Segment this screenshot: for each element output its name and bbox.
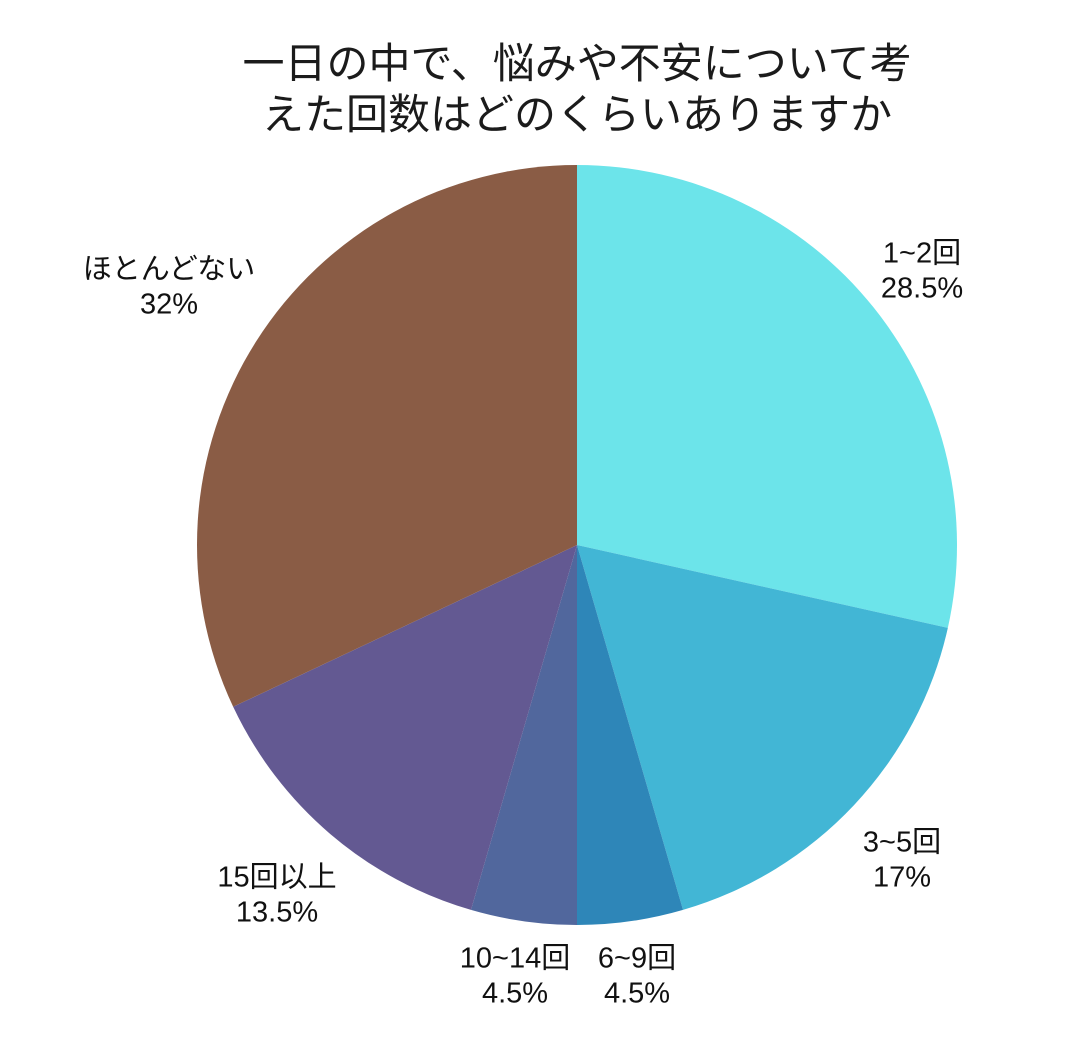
slice-label-6-9: 6~9回 4.5% (598, 942, 676, 1013)
slice-label-15-plus: 15回以上 13.5% (217, 861, 336, 932)
slice-label-text: 6~9回 (597, 942, 677, 975)
slice-label-text: 15回以上 (217, 861, 337, 894)
pie-slice-2 (577, 545, 684, 925)
slice-label-pct: 4.5% (603, 978, 671, 1010)
pie-slice-0 (577, 165, 958, 628)
slice-label-pct: 28.5% (880, 273, 964, 305)
chart-title: 一日の中で、悩みや不安について考 えた回数はどのくらいありますか (127, 38, 1027, 140)
slice-label-pct: 13.5% (235, 897, 319, 929)
slice-label-pct: 32% (139, 289, 199, 321)
slice-label-pct: 17% (872, 862, 932, 894)
slice-label-text: 3~5回 (862, 826, 942, 859)
slice-label-text: 1~2回 (882, 237, 962, 270)
slice-label-text: 10~14回 (459, 942, 571, 975)
pie-slice-5 (197, 165, 577, 707)
slice-label-almost-none: ほとんどない 32% (83, 253, 256, 324)
slice-label-10-14: 10~14回 4.5% (460, 942, 570, 1013)
slice-label-text: ほとんどない (82, 253, 256, 286)
slice-label-pct: 4.5% (481, 978, 549, 1010)
pie-slice-3 (470, 545, 577, 925)
chart-title-line-2: えた回数はどのくらいありますか (261, 91, 892, 139)
pie-slice-1 (577, 545, 948, 910)
pie-slice-4 (233, 545, 578, 910)
chart-title-line-1: 一日の中で、悩みや不安について考 (242, 40, 912, 87)
slice-label-3-5: 3~5回 17% (863, 826, 941, 897)
slice-label-1-2: 1~2回 28.5% (881, 237, 963, 308)
